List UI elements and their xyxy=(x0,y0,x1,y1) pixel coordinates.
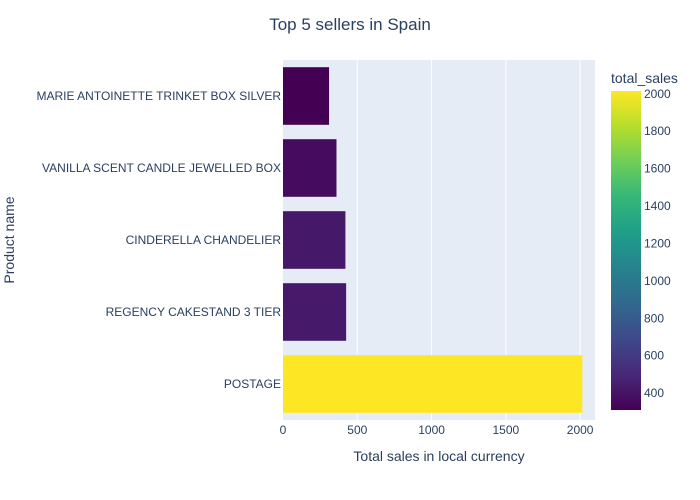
colorbar-tick-label: 1200 xyxy=(644,236,671,250)
bar xyxy=(283,139,337,197)
chart-title: Top 5 sellers in Spain xyxy=(269,15,431,34)
colorbar xyxy=(611,91,641,410)
x-tick-label: 2000 xyxy=(567,423,594,437)
colorbar-tick-label: 1400 xyxy=(644,199,671,213)
colorbar-tick-label: 2000 xyxy=(644,87,671,101)
x-axis-title: Total sales in local currency xyxy=(353,448,524,464)
colorbar-tick-label: 400 xyxy=(644,386,664,400)
category-label: CINDERELLA CHANDELIER xyxy=(126,233,282,247)
category-labels: MARIE ANTOINETTE TRINKET BOX SILVER VANIL… xyxy=(37,89,282,391)
colorbar-tick-labels: 400 600 800 1000 1200 1400 1600 1800 2000 xyxy=(644,87,671,400)
x-tick-label: 0 xyxy=(280,423,287,437)
bars xyxy=(283,67,583,413)
bar xyxy=(283,355,583,413)
bar xyxy=(283,283,347,341)
x-tick-labels: 0 500 1000 1500 2000 xyxy=(280,423,594,437)
colorbar-tick-label: 1600 xyxy=(644,162,671,176)
colorbar-tick-label: 600 xyxy=(644,349,664,363)
colorbar-title: total_sales xyxy=(611,70,678,86)
category-label: REGENCY CAKESTAND 3 TIER xyxy=(106,305,282,319)
x-tick-label: 1500 xyxy=(493,423,520,437)
bar xyxy=(283,211,346,269)
bar xyxy=(283,67,330,125)
colorbar-tick-label: 1800 xyxy=(644,124,671,138)
category-label: MARIE ANTOINETTE TRINKET BOX SILVER xyxy=(37,89,282,103)
colorbar-tick-label: 1000 xyxy=(644,274,671,288)
x-tick-label: 500 xyxy=(347,423,367,437)
y-axis-title: Product name xyxy=(1,196,17,283)
colorbar-tick-label: 800 xyxy=(644,311,664,325)
category-label: POSTAGE xyxy=(224,377,281,391)
category-label: VANILLA SCENT CANDLE JEWELLED BOX xyxy=(42,161,281,175)
x-tick-label: 1000 xyxy=(418,423,445,437)
